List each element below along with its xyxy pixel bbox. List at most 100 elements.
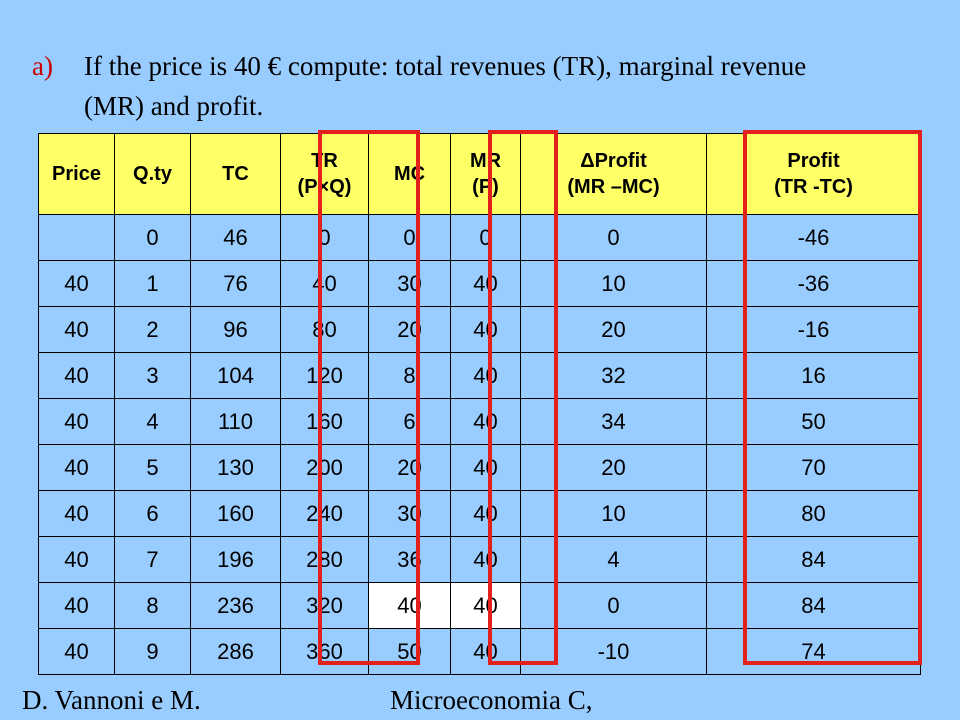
cell-profit: 84 bbox=[706, 582, 921, 629]
cell-total-revenue: 320 bbox=[280, 582, 369, 629]
cell-quantity: 1 bbox=[114, 260, 191, 307]
cost-revenue-table: Price Q.ty TC TR (P×Q) MC MR (P) ΔProfit (M… bbox=[38, 133, 921, 675]
footer-course: Microeconomia C, bbox=[390, 685, 593, 715]
question-line-2: (MR) and profit. bbox=[84, 91, 264, 121]
cell-price bbox=[38, 214, 115, 261]
table-row: 40 9 286 360 50 40 -10 74 bbox=[38, 628, 921, 675]
cell-marginal-revenue: 40 bbox=[450, 398, 521, 445]
cell-marginal-revenue: 40 bbox=[450, 628, 521, 675]
cell-quantity: 5 bbox=[114, 444, 191, 491]
cell-price: 40 bbox=[38, 536, 115, 583]
cell-total-cost: 196 bbox=[190, 536, 281, 583]
cell-delta-profit: 4 bbox=[520, 536, 707, 583]
cell-profit: 84 bbox=[706, 536, 921, 583]
cell-marginal-revenue: 40 bbox=[450, 490, 521, 537]
footer-author: D. Vannoni e M. bbox=[22, 685, 201, 715]
cell-total-cost: 110 bbox=[190, 398, 281, 445]
cell-marginal-cost: 6 bbox=[368, 398, 451, 445]
cell-delta-profit: 20 bbox=[520, 444, 707, 491]
cell-delta-profit: 10 bbox=[520, 260, 707, 307]
table-row: 40 1 76 40 30 40 10 -36 bbox=[38, 260, 921, 307]
table-row: 40 3 104 120 8 40 32 16 bbox=[38, 352, 921, 399]
cell-delta-profit: 32 bbox=[520, 352, 707, 399]
cell-total-revenue: 360 bbox=[280, 628, 369, 675]
question-text: a) If the price is 40 € compute: total r… bbox=[32, 46, 932, 126]
cell-total-cost: 286 bbox=[190, 628, 281, 675]
cell-marginal-revenue: 40 bbox=[450, 306, 521, 353]
cell-delta-profit: 10 bbox=[520, 490, 707, 537]
cell-profit: 70 bbox=[706, 444, 921, 491]
table-row: 40 7 196 280 36 40 4 84 bbox=[38, 536, 921, 583]
table-body: 0 46 0 0 0 0 -46 40 1 76 40 30 40 10 -36 40 2 96 80 20 40 20-… bbox=[38, 214, 921, 675]
header-quantity: Q.ty bbox=[114, 133, 191, 215]
cell-total-revenue: 240 bbox=[280, 490, 369, 537]
cell-total-revenue: 160 bbox=[280, 398, 369, 445]
cell-marginal-cost: 50 bbox=[368, 628, 451, 675]
cell-total-revenue: 80 bbox=[280, 306, 369, 353]
cell-delta-profit: 34 bbox=[520, 398, 707, 445]
cell-total-cost: 160 bbox=[190, 490, 281, 537]
cell-quantity: 7 bbox=[114, 536, 191, 583]
cell-quantity: 8 bbox=[114, 582, 191, 629]
cell-marginal-revenue: 40 bbox=[450, 582, 521, 629]
cell-delta-profit: -10 bbox=[520, 628, 707, 675]
question-marker: a) bbox=[32, 51, 53, 81]
table-row: 40 4 110 160 6 40 34 50 bbox=[38, 398, 921, 445]
header-price: Price bbox=[38, 133, 115, 215]
cell-delta-profit: 0 bbox=[520, 582, 707, 629]
header-row: Price Q.ty TC TR (P×Q) MC MR (P) ΔProfit (M… bbox=[38, 133, 921, 215]
cell-marginal-revenue: 40 bbox=[450, 444, 521, 491]
cell-marginal-cost: 8 bbox=[368, 352, 451, 399]
cell-delta-profit: 20 bbox=[520, 306, 707, 353]
cell-marginal-cost: 0 bbox=[368, 214, 451, 261]
cell-quantity: 0 bbox=[114, 214, 191, 261]
cell-quantity: 3 bbox=[114, 352, 191, 399]
cell-marginal-cost: 36 bbox=[368, 536, 451, 583]
tr-column-highlight bbox=[318, 130, 420, 665]
cell-price: 40 bbox=[38, 490, 115, 537]
cell-price: 40 bbox=[38, 398, 115, 445]
cell-quantity: 9 bbox=[114, 628, 191, 675]
cell-marginal-revenue: 40 bbox=[450, 352, 521, 399]
cell-quantity: 2 bbox=[114, 306, 191, 353]
table-row: 40 2 96 80 20 40 20 -16 bbox=[38, 306, 921, 353]
cell-total-cost: 130 bbox=[190, 444, 281, 491]
cell-total-cost: 104 bbox=[190, 352, 281, 399]
cell-price: 40 bbox=[38, 628, 115, 675]
cell-total-cost: 96 bbox=[190, 306, 281, 353]
cell-marginal-cost: 20 bbox=[368, 306, 451, 353]
header-delta-profit: ΔProfit (MR –MC) bbox=[520, 133, 707, 215]
question-line-1: If the price is 40 € compute: total reve… bbox=[84, 51, 807, 81]
table-row: 40 5 130 200 20 40 20 70 bbox=[38, 444, 921, 491]
cell-total-cost: 46 bbox=[190, 214, 281, 261]
table-row: 40 6 160 240 30 40 10 80 bbox=[38, 490, 921, 537]
header-profit: Profit (TR -TC) bbox=[706, 133, 921, 215]
cell-price: 40 bbox=[38, 352, 115, 399]
cell-delta-profit: 0 bbox=[520, 214, 707, 261]
cell-marginal-cost: 30 bbox=[368, 260, 451, 307]
cell-marginal-revenue: 40 bbox=[450, 536, 521, 583]
cell-total-revenue: 200 bbox=[280, 444, 369, 491]
cell-quantity: 6 bbox=[114, 490, 191, 537]
cell-profit: -46 bbox=[706, 214, 921, 261]
cell-price: 40 bbox=[38, 444, 115, 491]
profit-column-highlight bbox=[743, 130, 922, 665]
cell-price: 40 bbox=[38, 306, 115, 353]
cell-profit: 74 bbox=[706, 628, 921, 675]
cell-total-revenue: 0 bbox=[280, 214, 369, 261]
cell-profit: 16 bbox=[706, 352, 921, 399]
mr-column-highlight bbox=[488, 130, 558, 665]
cell-total-cost: 236 bbox=[190, 582, 281, 629]
cell-marginal-revenue: 40 bbox=[450, 260, 521, 307]
cell-profit: -36 bbox=[706, 260, 921, 307]
cell-total-cost: 76 bbox=[190, 260, 281, 307]
cell-total-revenue: 280 bbox=[280, 536, 369, 583]
cell-total-revenue: 120 bbox=[280, 352, 369, 399]
cell-quantity: 4 bbox=[114, 398, 191, 445]
header-marginal-cost: MC bbox=[368, 133, 451, 215]
cell-profit: -16 bbox=[706, 306, 921, 353]
header-total-cost: TC bbox=[190, 133, 281, 215]
cell-total-revenue: 40 bbox=[280, 260, 369, 307]
cell-price: 40 bbox=[38, 260, 115, 307]
cell-price: 40 bbox=[38, 582, 115, 629]
